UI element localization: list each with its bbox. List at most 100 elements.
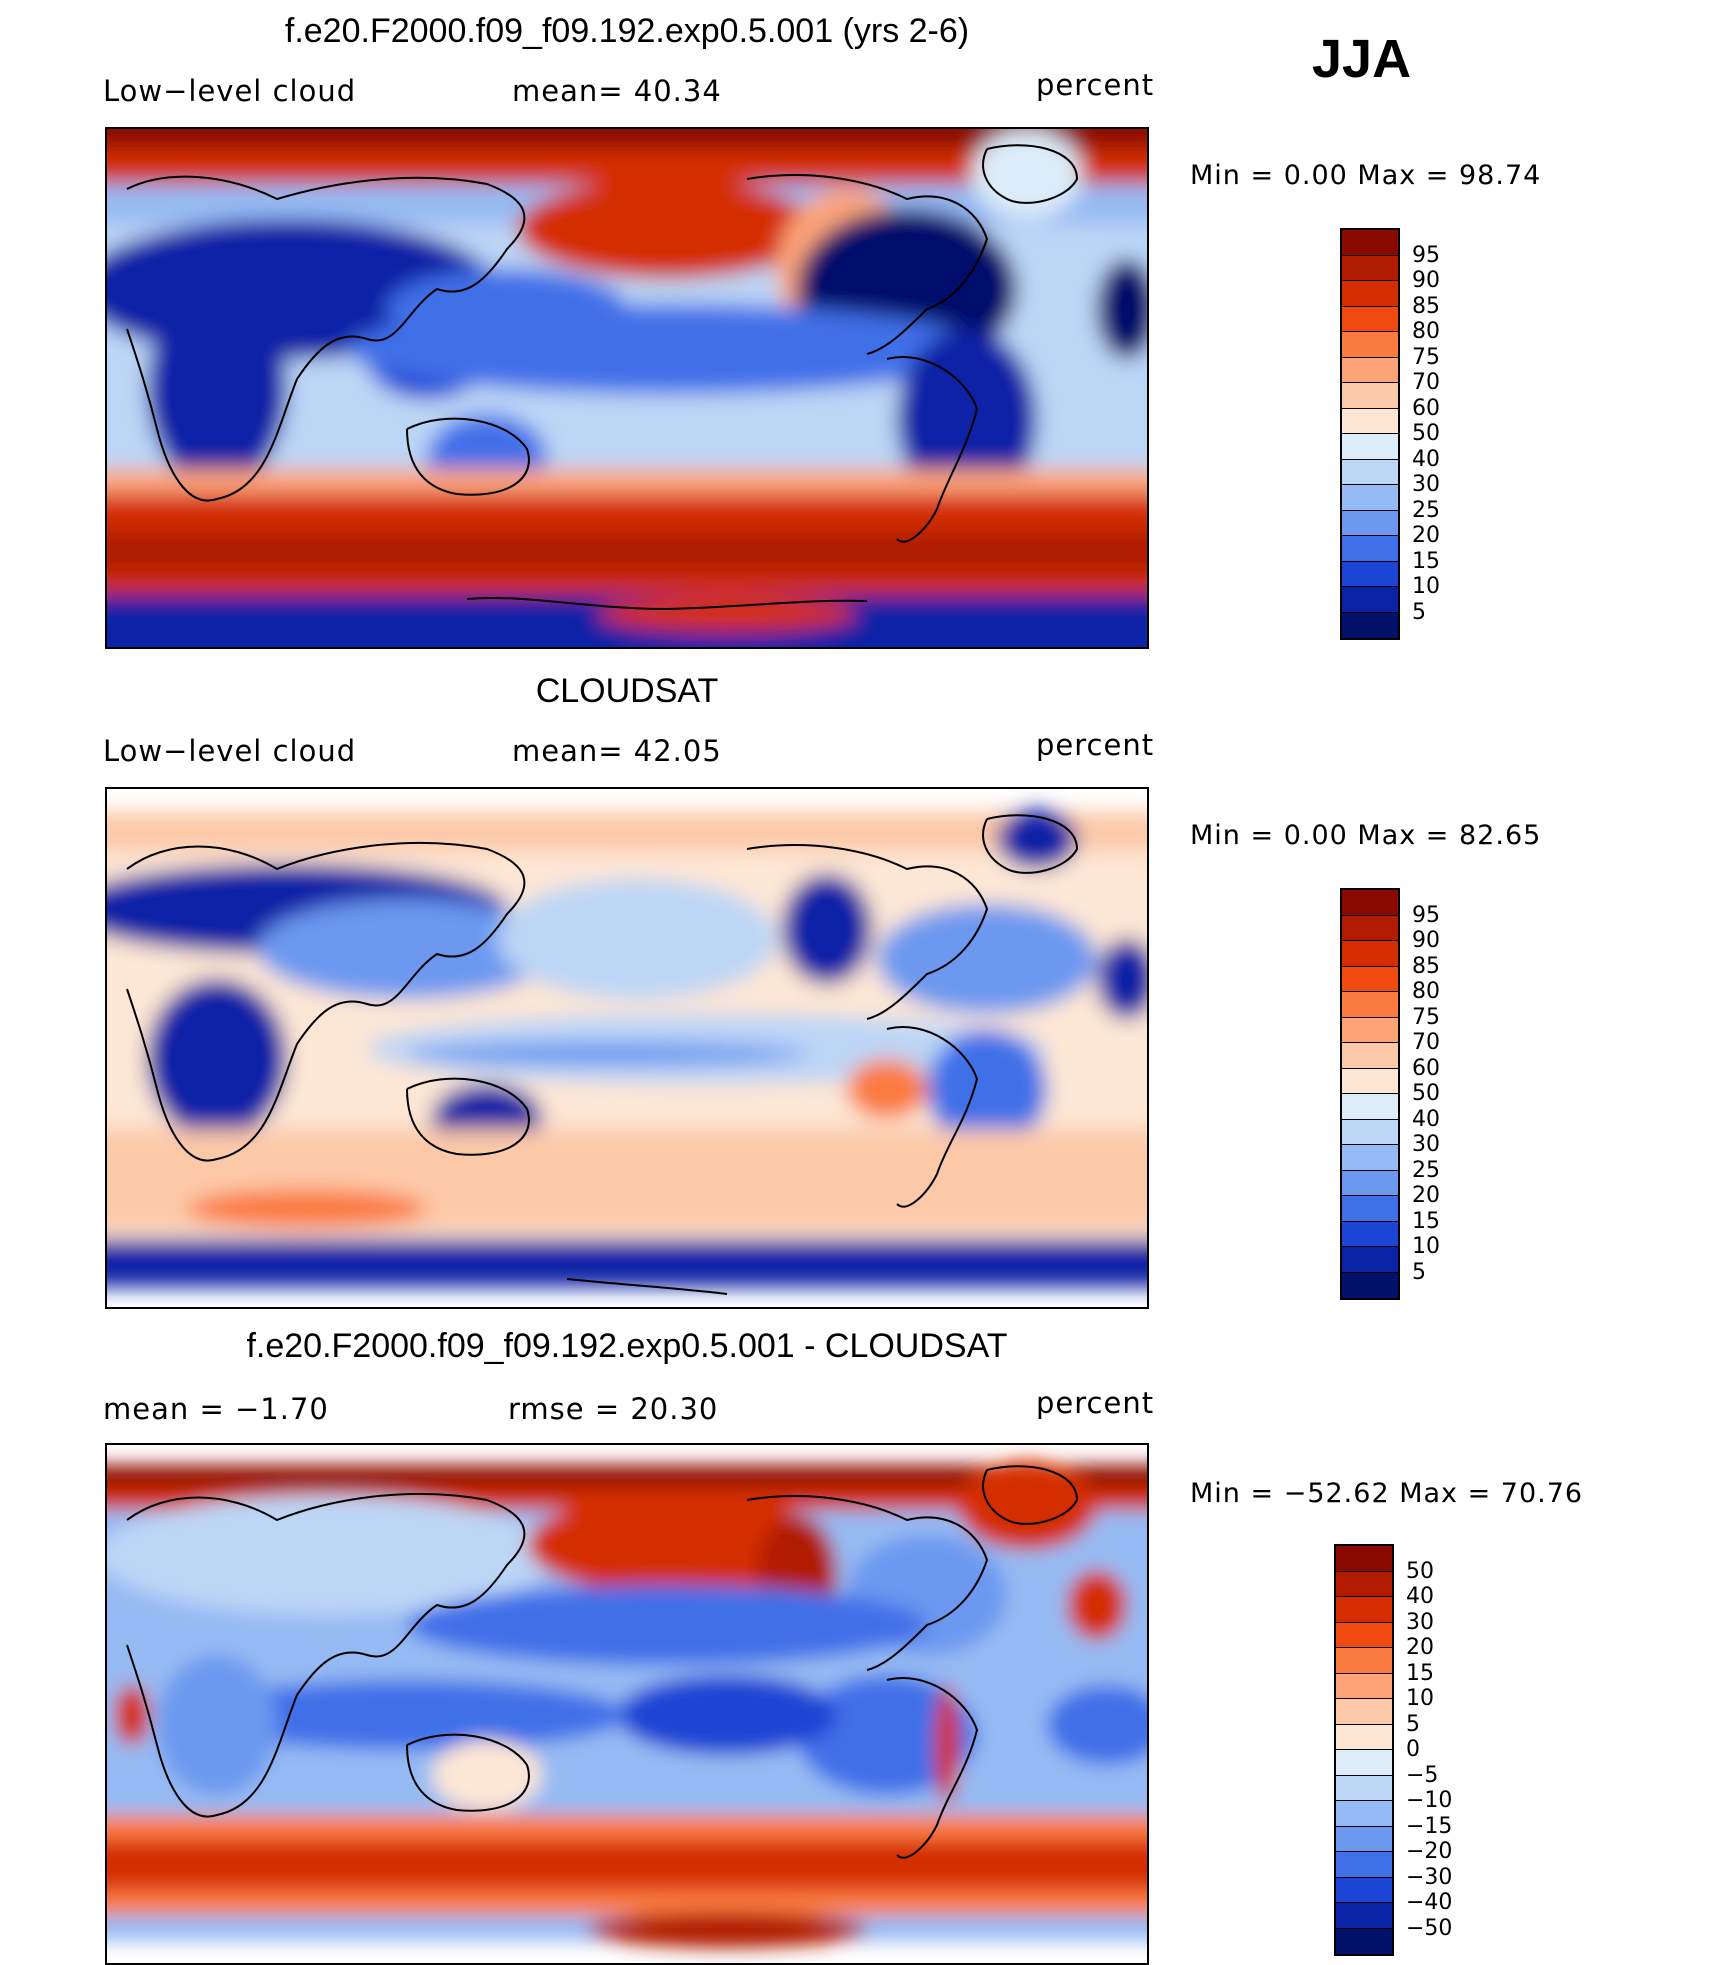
colorbar-swatch	[1336, 1622, 1392, 1648]
panel2-map-svg	[107, 789, 1147, 1307]
colorbar-tick-label: 70	[1412, 1030, 1440, 1055]
colorbar-swatch	[1342, 612, 1398, 638]
colorbar-tick-label: 90	[1412, 928, 1440, 953]
colorbar-tick-label: 30	[1412, 472, 1440, 497]
colorbar-swatch	[1342, 306, 1398, 332]
colorbar-swatch	[1342, 434, 1398, 460]
colorbar-swatch	[1336, 1597, 1392, 1623]
panel3-map-svg	[107, 1445, 1147, 1963]
colorbar-tick-label: 50	[1412, 421, 1440, 446]
colorbar-tick-label: 5	[1412, 599, 1426, 625]
colorbar-swatch	[1342, 281, 1398, 307]
colorbar-swatch	[1342, 1017, 1398, 1043]
colorbar-tick-label: 20	[1412, 1183, 1440, 1208]
panel2-title: CLOUDSAT	[535, 672, 719, 710]
panel3-title: f.e20.F2000.f09_f09.192.exp0.5.001 - CLO…	[246, 1327, 1008, 1365]
colorbar-tick-label: −40	[1406, 1890, 1453, 1915]
colorbar-tick-label: −30	[1406, 1864, 1453, 1890]
colorbar-tick-label: −20	[1406, 1839, 1453, 1864]
panel3-rmse-label: rmse = 20.30	[508, 1392, 719, 1426]
colorbar-tick-label: 10	[1406, 1686, 1434, 1711]
panel3-minmax: Min = −52.62 Max = 70.76	[1190, 1478, 1584, 1509]
panel3-coastlines	[126, 1465, 1079, 1859]
colorbar-swatch	[1342, 966, 1398, 992]
colorbar-swatch	[1336, 1877, 1392, 1903]
colorbar-swatch	[1342, 941, 1398, 967]
colorbar-swatch	[1342, 357, 1398, 383]
colorbar-tick-label: 10	[1412, 1234, 1440, 1259]
colorbar-swatch	[1342, 992, 1398, 1018]
colorbar-swatch	[1336, 1724, 1392, 1750]
panel1-map	[105, 127, 1149, 649]
colorbar-swatch	[1342, 1196, 1398, 1222]
colorbar-swatch	[1336, 1801, 1392, 1827]
colorbar-tick-label: 85	[1412, 293, 1440, 319]
panel3-map	[105, 1443, 1149, 1965]
colorbar-swatch	[1336, 1699, 1392, 1725]
colorbar-swatch	[1342, 1145, 1398, 1171]
colorbar-swatch	[1342, 1272, 1398, 1298]
colorbar-tick-label: 15	[1412, 548, 1440, 574]
panel2-units-label: percent	[1036, 728, 1155, 762]
colorbar-swatch	[1342, 230, 1398, 256]
colorbar-tick-label: 95	[1412, 902, 1440, 928]
colorbar-swatch	[1342, 383, 1398, 409]
colorbar-swatch	[1342, 1247, 1398, 1273]
panel3-colorbar	[1334, 1544, 1394, 1956]
colorbar-swatch	[1336, 1673, 1392, 1699]
colorbar-swatch	[1342, 915, 1398, 941]
colorbar-tick-label: 15	[1406, 1660, 1434, 1686]
colorbar-tick-label: −50	[1406, 1915, 1453, 1941]
colorbar-swatch	[1342, 408, 1398, 434]
colorbar-tick-label: 30	[1412, 1132, 1440, 1157]
panel2-map	[105, 787, 1149, 1309]
panel2-mean-label: mean= 42.05	[512, 734, 722, 768]
season-label: JJA	[1312, 29, 1412, 89]
colorbar-swatch	[1336, 1571, 1392, 1597]
colorbar-swatch	[1342, 1094, 1398, 1120]
colorbar-tick-label: 80	[1412, 979, 1440, 1004]
colorbar-tick-label: 40	[1412, 446, 1440, 472]
colorbar-tick-label: 15	[1412, 1208, 1440, 1234]
colorbar-tick-label: 30	[1406, 1609, 1434, 1635]
colorbar-swatch	[1336, 1775, 1392, 1801]
colorbar-tick-label: 40	[1412, 1106, 1440, 1132]
colorbar-swatch	[1336, 1852, 1392, 1878]
colorbar-tick-label: −5	[1406, 1762, 1439, 1788]
colorbar-swatch	[1342, 587, 1398, 613]
panel2-variable-label: Low−level cloud	[103, 734, 357, 768]
colorbar-tick-label: 0	[1406, 1737, 1420, 1762]
colorbar-swatch	[1342, 459, 1398, 485]
panel2-minmax: Min = 0.00 Max = 82.65	[1190, 820, 1542, 851]
panel1-colorbar	[1340, 228, 1400, 640]
colorbar-tick-label: 85	[1412, 953, 1440, 979]
colorbar-swatch	[1342, 536, 1398, 562]
colorbar-swatch	[1336, 1903, 1392, 1929]
colorbar-swatch	[1336, 1750, 1392, 1776]
colorbar-tick-label: 20	[1406, 1635, 1434, 1660]
colorbar-tick-label: 5	[1406, 1711, 1420, 1737]
panel1-minmax: Min = 0.00 Max = 98.74	[1190, 160, 1542, 191]
panel3-mean-label: mean = −1.70	[103, 1392, 329, 1426]
colorbar-tick-label: −10	[1406, 1788, 1453, 1813]
panel2-coastlines	[126, 814, 1079, 1295]
colorbar-swatch	[1336, 1928, 1392, 1954]
colorbar-tick-label: 50	[1412, 1081, 1440, 1106]
colorbar-swatch	[1336, 1826, 1392, 1852]
colorbar-tick-label: 95	[1412, 242, 1440, 268]
colorbar-tick-label: 60	[1412, 395, 1440, 421]
colorbar-tick-label: 5	[1412, 1259, 1426, 1285]
colorbar-tick-label: −15	[1406, 1813, 1453, 1839]
colorbar-swatch	[1336, 1546, 1392, 1572]
panel1-mean-label: mean= 40.34	[512, 74, 722, 108]
colorbar-tick-label: 75	[1412, 344, 1440, 370]
colorbar-tick-label: 25	[1412, 497, 1440, 523]
panel3-units-label: percent	[1036, 1386, 1155, 1420]
colorbar-swatch	[1336, 1648, 1392, 1674]
colorbar-tick-label: 90	[1412, 268, 1440, 293]
colorbar-tick-label: 50	[1406, 1558, 1434, 1584]
colorbar-tick-label: 60	[1412, 1055, 1440, 1081]
colorbar-tick-label: 40	[1406, 1584, 1434, 1609]
colorbar-swatch	[1342, 890, 1398, 916]
colorbar-tick-label: 75	[1412, 1004, 1440, 1030]
